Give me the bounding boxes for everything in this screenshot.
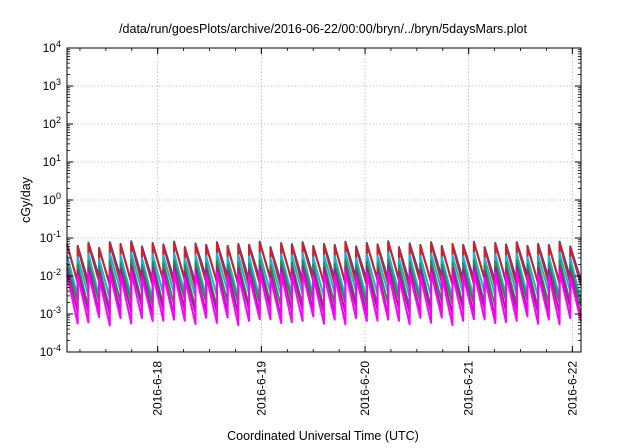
series-group	[66, 240, 582, 327]
y-tick-label: 101	[43, 153, 61, 169]
y-tick-label: 10-3	[40, 305, 61, 321]
x-axis-label: Coordinated Universal Time (UTC)	[227, 429, 419, 443]
x-tick-label: 2016-6-21	[462, 361, 476, 416]
y-tick-labels: 10-4 10-3 10-2 10-1 100 101 102 103 104	[40, 39, 61, 359]
y-tick-label: 103	[43, 77, 61, 93]
y-tick-label: 102	[43, 115, 61, 131]
x-tick-label: 2016-6-22	[565, 361, 579, 416]
y-tick-label: 10-4	[40, 343, 61, 359]
x-tick-label: 2016-6-20	[358, 361, 372, 416]
x-tick-labels: 2016-6-18 2016-6-19 2016-6-20 2016-6-21 2016…	[151, 361, 580, 416]
y-tick-label: 104	[43, 39, 61, 55]
y-tick-label: 100	[43, 191, 61, 207]
x-tick-label: 2016-6-18	[151, 361, 165, 416]
x-tick-label: 2016-6-19	[254, 361, 268, 416]
y-tick-label: 10-2	[40, 267, 61, 283]
series-line	[66, 270, 582, 327]
chart-title: /data/run/goesPlots/archive/2016-06-22/0…	[119, 22, 527, 36]
y-tick-label: 10-1	[40, 229, 61, 245]
y-axis-label: cGy/day	[19, 176, 33, 223]
ticks	[67, 47, 581, 353]
